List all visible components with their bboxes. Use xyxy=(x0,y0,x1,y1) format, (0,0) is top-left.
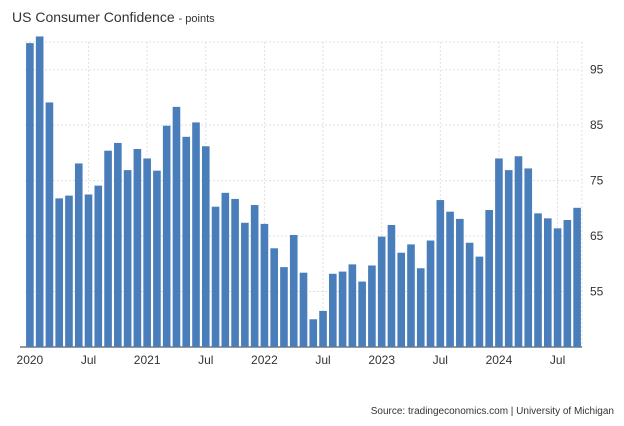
bar xyxy=(504,170,513,347)
bar xyxy=(270,248,278,347)
bar xyxy=(456,218,464,347)
bar xyxy=(26,43,34,347)
bar xyxy=(250,205,259,347)
bar xyxy=(368,265,376,347)
x-tick-label: 2023 xyxy=(368,353,395,367)
bar xyxy=(514,156,523,347)
x-axis-ticks: 2020 Jul 2021 Jul 2022 Jul 2023 Jul 2024 Jul xyxy=(17,353,566,367)
bar xyxy=(260,223,269,347)
bar xyxy=(241,222,249,347)
bar xyxy=(387,225,396,347)
bar xyxy=(436,200,445,347)
bar xyxy=(55,198,64,347)
bar xyxy=(543,218,552,347)
bar xyxy=(309,319,318,347)
x-tick-label: 2022 xyxy=(251,353,278,367)
bar xyxy=(563,220,572,347)
y-tick-label: 95 xyxy=(590,63,604,77)
x-tick-label: Jul xyxy=(81,353,96,367)
bar xyxy=(416,268,425,347)
bar xyxy=(397,252,406,347)
bar xyxy=(465,242,474,347)
x-tick-label: Jul xyxy=(550,353,565,367)
bar xyxy=(407,244,415,347)
y-tick-label: 55 xyxy=(590,285,604,299)
bar xyxy=(338,271,347,347)
bar xyxy=(74,163,83,347)
y-tick-label: 75 xyxy=(590,174,604,188)
bar xyxy=(524,168,533,347)
chart-unit-text: points xyxy=(185,13,215,25)
bar xyxy=(221,192,230,347)
bar xyxy=(475,256,484,347)
bar xyxy=(211,206,220,347)
bar xyxy=(45,102,54,347)
bar xyxy=(573,207,581,347)
chart-unit-label: - points xyxy=(178,13,215,25)
bar xyxy=(485,210,493,347)
bar xyxy=(182,136,191,347)
bar xyxy=(84,194,93,347)
bar xyxy=(123,170,132,347)
bar xyxy=(143,158,151,347)
bar xyxy=(534,213,542,347)
bar xyxy=(65,195,73,347)
bar xyxy=(114,142,122,347)
bar xyxy=(104,150,112,347)
source-note: Source: tradingeconomics.com | Universit… xyxy=(370,406,614,417)
bar xyxy=(162,125,171,348)
bar xyxy=(495,158,503,347)
bar xyxy=(201,146,210,347)
x-tick-label: 2021 xyxy=(134,353,161,367)
bar xyxy=(289,234,298,347)
bar xyxy=(553,228,562,347)
bar xyxy=(35,36,44,348)
bar xyxy=(329,273,337,347)
bars-group xyxy=(26,36,581,348)
x-tick-label: Jul xyxy=(433,353,448,367)
x-tick-label: Jul xyxy=(198,353,213,367)
bar xyxy=(446,211,454,347)
chart-title: US Consumer Confidence - points xyxy=(12,9,215,25)
bar xyxy=(231,198,239,347)
bar xyxy=(426,240,435,347)
bar xyxy=(153,170,161,347)
bar xyxy=(192,122,200,347)
bar xyxy=(377,236,386,347)
bar xyxy=(319,310,327,347)
bar xyxy=(133,149,142,347)
bar xyxy=(299,272,308,347)
x-tick-label: 2024 xyxy=(486,353,513,367)
bar xyxy=(280,267,288,347)
bar xyxy=(358,281,366,347)
chart-title-text: US Consumer Confidence xyxy=(12,9,175,25)
y-tick-label: 85 xyxy=(590,118,604,132)
x-tick-label: Jul xyxy=(315,353,330,367)
y-axis-ticks: 55 65 75 85 95 xyxy=(590,63,604,299)
bar xyxy=(348,264,357,347)
y-tick-label: 65 xyxy=(590,229,604,243)
x-tick-label: 2020 xyxy=(17,353,44,367)
bar xyxy=(94,185,103,347)
bar xyxy=(172,106,181,347)
